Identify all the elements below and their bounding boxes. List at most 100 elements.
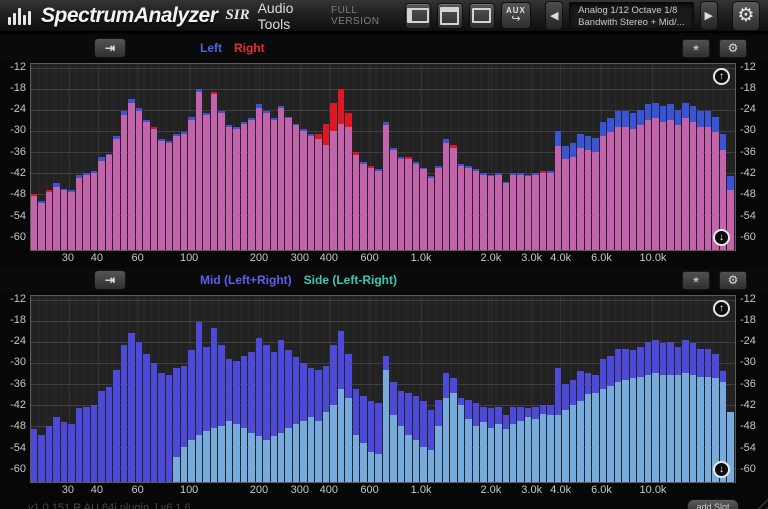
spectrum-bar bbox=[375, 296, 382, 482]
spectrum-bar bbox=[659, 64, 667, 250]
spectrum-bar bbox=[405, 64, 412, 250]
spectrum-bar bbox=[135, 64, 143, 250]
window-layout-full-icon bbox=[472, 8, 492, 23]
scroll-down-icon: ↓ bbox=[719, 464, 724, 475]
scale-down-button[interactable]: ↓ bbox=[713, 229, 730, 246]
spectrum-bar bbox=[233, 64, 240, 250]
spectrum-bar bbox=[218, 64, 225, 250]
panel-settings-button[interactable]: ⚙ bbox=[719, 270, 747, 290]
scale-up-button[interactable]: ↑ bbox=[713, 68, 730, 85]
freeze-button[interactable]: * bbox=[682, 270, 710, 290]
db-axis-right: -12 -18 -24 -30 -36 -42 -48 -54 -60 bbox=[736, 293, 768, 483]
spectrum-bar bbox=[315, 64, 322, 250]
scale-down-button[interactable]: ↓ bbox=[713, 461, 730, 478]
spectrum-bar bbox=[90, 296, 98, 482]
spectrum-bar bbox=[240, 64, 248, 250]
spectrum-bar bbox=[644, 296, 652, 482]
db-axis-left: -12 -18 -24 -30 -36 -42 -48 -54 -60 bbox=[0, 292, 30, 483]
spectrum-bar bbox=[352, 296, 360, 482]
db-tick-label: -36 bbox=[740, 377, 756, 390]
spectrum-bar bbox=[315, 296, 322, 482]
spectrum-bar bbox=[667, 296, 674, 482]
brand-sir: SIR bbox=[225, 7, 250, 23]
db-tick-label: -24 bbox=[10, 103, 26, 116]
spectrum-bar bbox=[524, 296, 532, 482]
spectrum-bar bbox=[539, 296, 547, 482]
spectrum-bar bbox=[240, 296, 248, 482]
preset-previous-button[interactable]: ◀ bbox=[545, 1, 564, 30]
spectrum-bar bbox=[135, 296, 143, 482]
channel-routing-button[interactable]: ⇥ bbox=[94, 270, 126, 290]
channel-routing-button[interactable]: ⇥ bbox=[94, 38, 126, 58]
spectrum-bar bbox=[637, 64, 644, 250]
spectrum-bar bbox=[562, 296, 569, 482]
add-slot-button[interactable]: add Slot bbox=[687, 499, 739, 509]
db-tick-label: -36 bbox=[10, 377, 26, 390]
spectrum-bar bbox=[83, 64, 90, 250]
preset-display[interactable]: Analog 1/12 Octave 1/8 Bandwith Stereo +… bbox=[569, 2, 694, 29]
aux-output-button[interactable]: AUX ↪ bbox=[500, 2, 532, 29]
spectrum-bar bbox=[629, 296, 637, 482]
db-tick-label: -60 bbox=[740, 462, 756, 475]
frequency-axis: 30 40 60 100 200 300 400 600 1.0k 2.0k 3.0k 4.0k 6.0… bbox=[30, 252, 736, 265]
db-axis-right: -12 -18 -24 -30 -36 -42 -48 -54 -60 bbox=[736, 61, 768, 251]
spectrum-bar bbox=[569, 64, 577, 250]
spectrum-bar bbox=[427, 64, 435, 250]
spectrum-bar bbox=[38, 64, 45, 250]
db-tick-label: -48 bbox=[10, 188, 26, 201]
db-tick-label: -12 bbox=[10, 292, 26, 305]
spectrum-bar bbox=[270, 64, 278, 250]
spectrum-bar bbox=[345, 64, 352, 250]
spectrum-bar bbox=[195, 296, 203, 482]
spectrum-bar bbox=[457, 296, 465, 482]
midside-spectrum-chart[interactable]: ↑ ↓ bbox=[30, 295, 736, 483]
spectrum-bar bbox=[180, 296, 188, 482]
spectrum-bar bbox=[719, 296, 727, 482]
layout-left-pane-button[interactable] bbox=[404, 2, 431, 29]
panel-settings-button[interactable]: ⚙ bbox=[719, 38, 747, 58]
scroll-up-icon: ↑ bbox=[719, 71, 724, 82]
preset-next-button[interactable]: ▶ bbox=[699, 1, 718, 30]
spectrum-bar bbox=[277, 296, 285, 482]
legend-right-label[interactable]: Right bbox=[234, 41, 265, 55]
freeze-button[interactable]: * bbox=[682, 38, 710, 58]
routing-icon: ⇥ bbox=[104, 41, 116, 55]
db-tick-label: -42 bbox=[10, 398, 26, 411]
spectrum-bar bbox=[495, 296, 502, 482]
layout-full-pane-button[interactable] bbox=[468, 2, 495, 29]
spectrum-bar bbox=[307, 64, 315, 250]
legend-mid-label[interactable]: Mid (Left+Right) bbox=[200, 273, 292, 287]
spectrum-bar bbox=[397, 296, 405, 482]
scale-up-button[interactable]: ↑ bbox=[713, 300, 730, 317]
scroll-down-icon: ↓ bbox=[719, 232, 724, 243]
spectrum-bar bbox=[405, 296, 412, 482]
spectrum-bar bbox=[248, 64, 255, 250]
spectrum-bar bbox=[450, 296, 457, 482]
db-tick-label: -18 bbox=[740, 81, 756, 94]
legend-left-label[interactable]: Left bbox=[200, 41, 222, 55]
scroll-up-icon: ↑ bbox=[719, 303, 724, 314]
spectrum-bar bbox=[263, 296, 270, 482]
frequency-tick-label: 2.0k bbox=[480, 484, 502, 496]
spectrum-bar bbox=[128, 64, 135, 250]
global-settings-button[interactable]: ⚙ bbox=[731, 0, 760, 31]
stereo-spectrum-chart[interactable]: ↑ ↓ bbox=[30, 63, 736, 251]
spectrum-bar bbox=[307, 296, 315, 482]
spectrum-bar bbox=[427, 296, 435, 482]
spectrum-bar bbox=[584, 296, 592, 482]
db-axis-left: -12 -18 -24 -30 -36 -42 -48 -54 -60 bbox=[0, 61, 30, 251]
spectrum-bar bbox=[435, 64, 442, 250]
db-tick-label: -60 bbox=[10, 230, 26, 243]
legend-side-label[interactable]: Side (Left-Right) bbox=[303, 273, 397, 287]
db-tick-label: -24 bbox=[10, 335, 26, 348]
layout-top-pane-button[interactable] bbox=[436, 2, 463, 29]
spectrum-bar bbox=[322, 64, 330, 250]
frequency-tick-label: 6.0k bbox=[591, 252, 612, 264]
db-tick-label: -42 bbox=[740, 398, 756, 411]
title-bar: SpectrumAnalyzer SIR Audio Tools FULL VE… bbox=[0, 0, 768, 33]
spectrum-bar bbox=[637, 296, 644, 482]
spectrum-bar bbox=[113, 64, 120, 250]
app-title: SpectrumAnalyzer bbox=[41, 3, 218, 27]
db-tick-label: -54 bbox=[10, 441, 26, 454]
midside-panel-header: ⇥ Mid (Left+Right) Side (Left-Right) * ⚙ bbox=[0, 268, 768, 292]
